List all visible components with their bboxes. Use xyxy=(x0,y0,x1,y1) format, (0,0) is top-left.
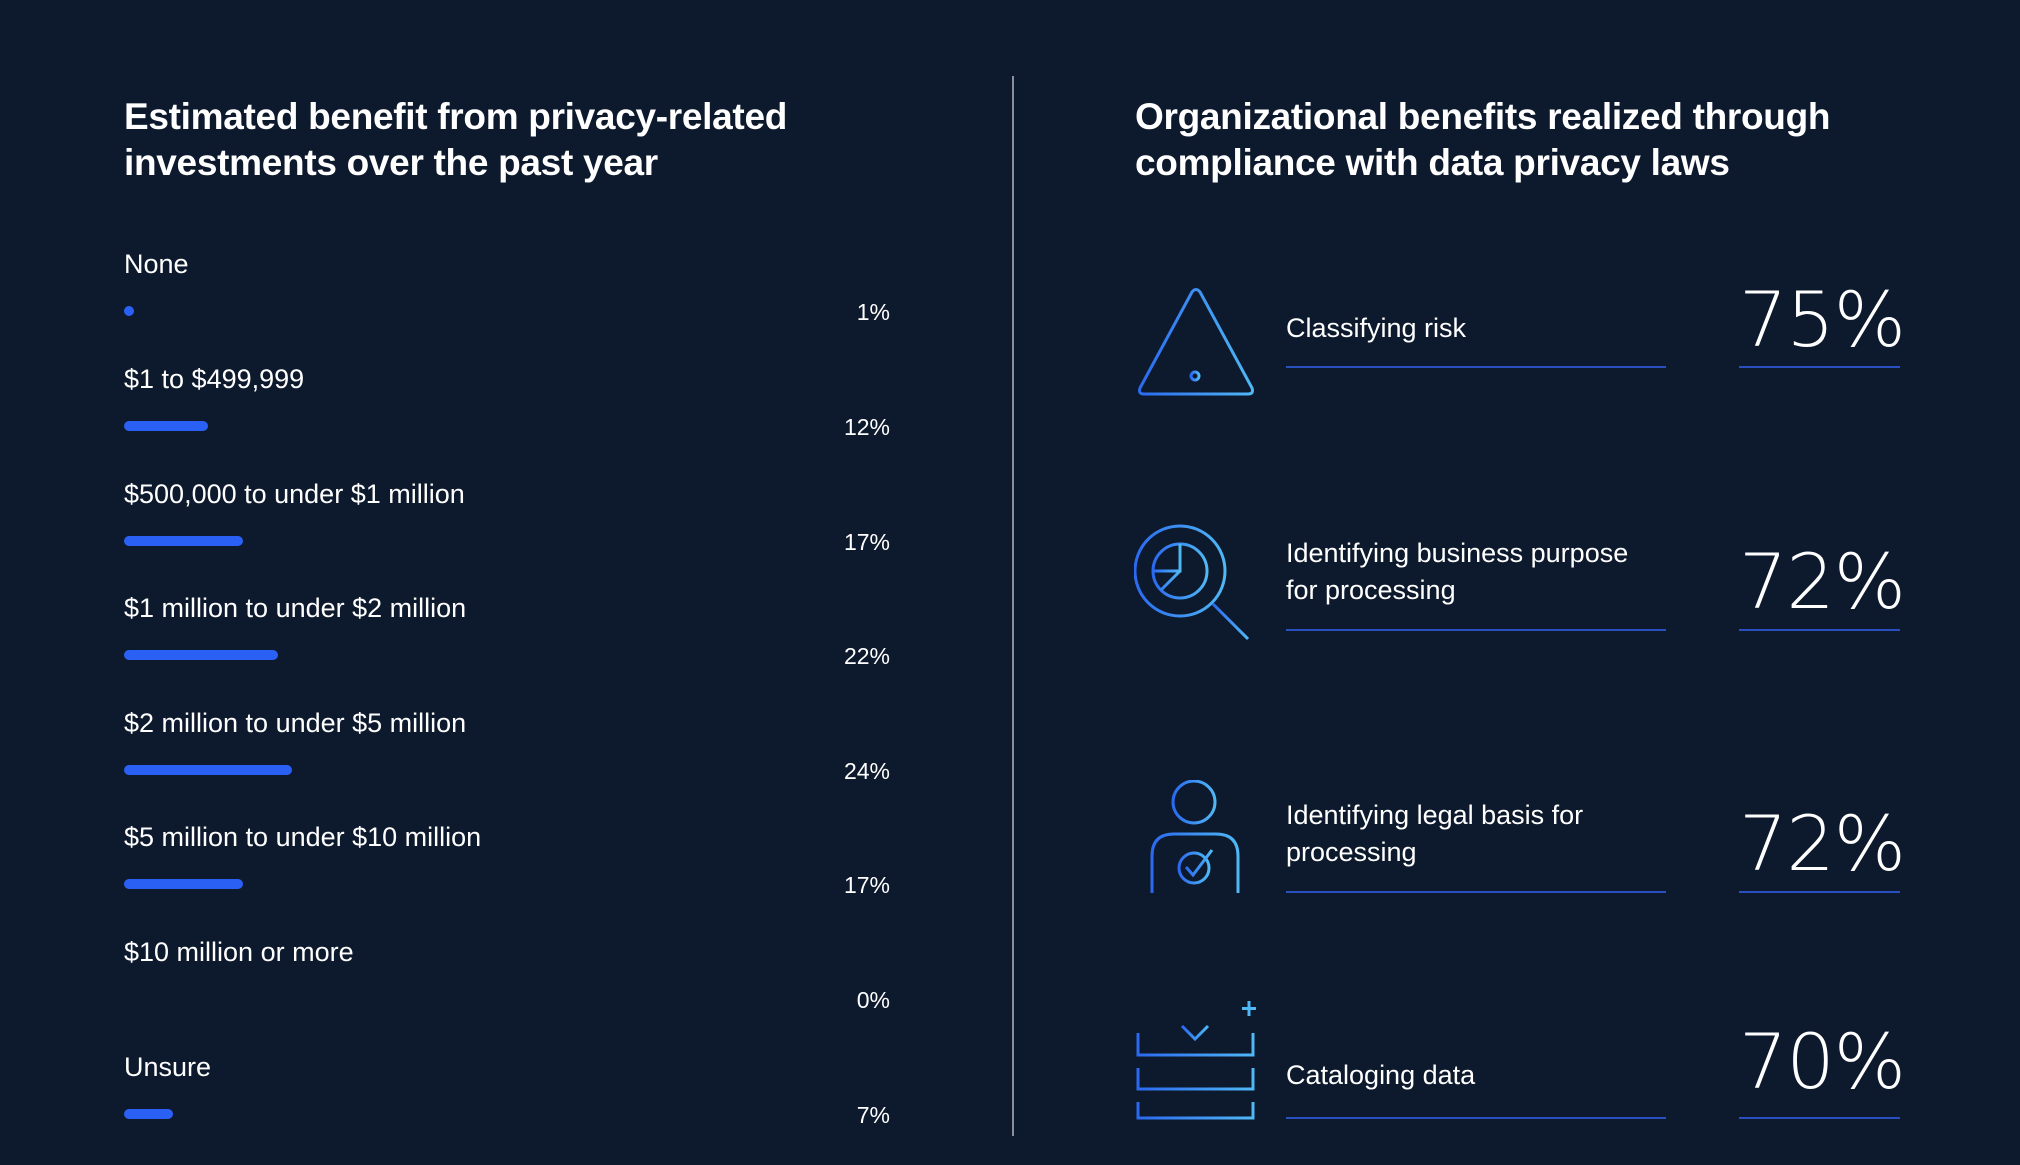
bar xyxy=(124,306,134,316)
catalog-download-icon xyxy=(1136,1001,1256,1120)
benefit-label: Cataloging data xyxy=(1286,1060,1476,1090)
bar-value: 22% xyxy=(843,643,890,669)
benefit-value: 72% xyxy=(1739,799,1906,888)
bar xyxy=(124,650,278,660)
bar-row: Unsure 7% xyxy=(124,1050,890,1165)
benefit-item-cataloging-data: Cataloging data 70% xyxy=(1130,995,1910,1120)
bar xyxy=(124,536,243,546)
bar xyxy=(124,1109,173,1119)
person-checkmark-icon xyxy=(1150,780,1240,893)
bar-label: $1 million to under $2 million xyxy=(124,593,467,623)
bar-label: $500,000 to under $1 million xyxy=(124,479,465,509)
bar-value: 7% xyxy=(856,1102,890,1128)
bar-label: $5 million to under $10 million xyxy=(124,822,482,852)
benefit-value-underline xyxy=(1739,891,1900,893)
bar-row: $2 million to under $5 million 24% xyxy=(124,706,890,821)
bar-label: Unsure xyxy=(124,1052,212,1082)
magnifier-pie-chart-icon xyxy=(1134,524,1250,641)
benefit-item-business-purpose: Identifying business purpose for process… xyxy=(1130,520,1910,641)
warning-triangle-icon xyxy=(1138,288,1254,396)
benefit-value: 72% xyxy=(1739,537,1906,626)
bar-row: $500,000 to under $1 million 17% xyxy=(124,477,890,592)
bar xyxy=(124,879,243,889)
panel-divider xyxy=(1012,76,1014,1136)
left-panel-title: Estimated benefit from privacy-related i… xyxy=(124,95,788,183)
bar-row: $10 million or more 0% xyxy=(124,935,890,1050)
benefit-value-underline xyxy=(1739,366,1900,368)
bar-value: 17% xyxy=(843,529,890,555)
bar-value: 1% xyxy=(856,299,890,325)
bar-value: 24% xyxy=(843,758,890,784)
benefit-underline xyxy=(1286,1117,1666,1119)
benefit-value: 75% xyxy=(1739,275,1906,364)
benefit-value-underline xyxy=(1739,629,1900,631)
bar-label: None xyxy=(124,249,189,279)
bar-value: 12% xyxy=(843,414,890,440)
bar-row: $1 to $499,999 12% xyxy=(124,362,890,477)
bar-label: $2 million to under $5 million xyxy=(124,708,467,738)
bar-label: $1 to $499,999 xyxy=(124,364,305,394)
bar-row: None 1% xyxy=(124,247,890,362)
benefit-label: Classifying risk xyxy=(1286,313,1467,343)
bar-value: 0% xyxy=(856,987,890,1013)
bar xyxy=(124,765,292,775)
benefit-value: 70% xyxy=(1739,1017,1906,1106)
benefit-label: Identifying legal basis for processing xyxy=(1286,800,1584,867)
bar xyxy=(124,421,208,431)
bar-row: $5 million to under $10 million 17% xyxy=(124,820,890,935)
benefit-item-classifying-risk: Classifying risk 75% xyxy=(1130,275,1910,396)
benefit-label: Identifying business purpose for process… xyxy=(1286,538,1629,605)
right-panel-title: Organizational benefits realized through… xyxy=(1135,95,1831,183)
benefit-underline xyxy=(1286,366,1666,368)
benefit-item-legal-basis: Identifying legal basis for processing 7… xyxy=(1130,780,1910,900)
benefit-value-underline xyxy=(1739,1117,1900,1119)
bar-row: $1 million to under $2 million 22% xyxy=(124,591,890,706)
benefit-underline xyxy=(1286,891,1666,893)
bar-value: 17% xyxy=(843,872,890,898)
bar-label: $10 million or more xyxy=(124,937,354,967)
benefit-underline xyxy=(1286,629,1666,631)
